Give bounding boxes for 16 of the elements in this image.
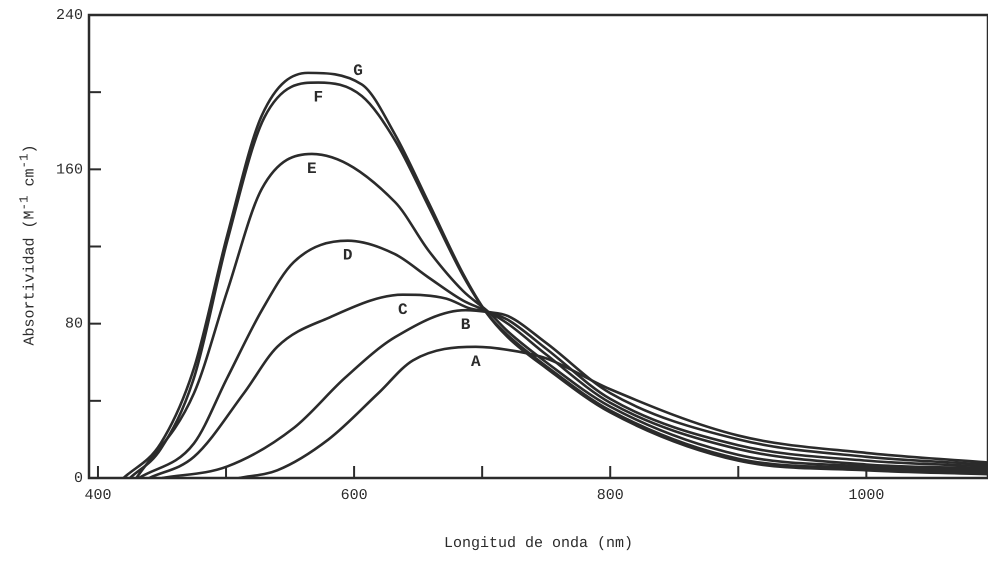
x-tick-label: 800 xyxy=(596,486,624,504)
x-tick-label: 1000 xyxy=(848,486,884,504)
y-tick-label: 160 xyxy=(56,161,84,178)
x-axis-title: Longitud de onda (nm) xyxy=(444,534,634,552)
x-tick-label: 400 xyxy=(84,486,112,504)
series-label: G xyxy=(353,62,363,80)
series-label: D xyxy=(342,246,352,265)
y-tick-label: 0 xyxy=(74,470,84,487)
y-tick-label: 80 xyxy=(64,316,84,333)
series-label: A xyxy=(470,352,481,371)
x-tick-label: 600 xyxy=(340,486,368,504)
y-tick-label: 240 xyxy=(56,6,84,24)
series-label: B xyxy=(460,316,471,334)
series-label: F xyxy=(313,88,324,107)
series-label: C xyxy=(398,300,408,319)
series-label: E xyxy=(307,160,317,178)
